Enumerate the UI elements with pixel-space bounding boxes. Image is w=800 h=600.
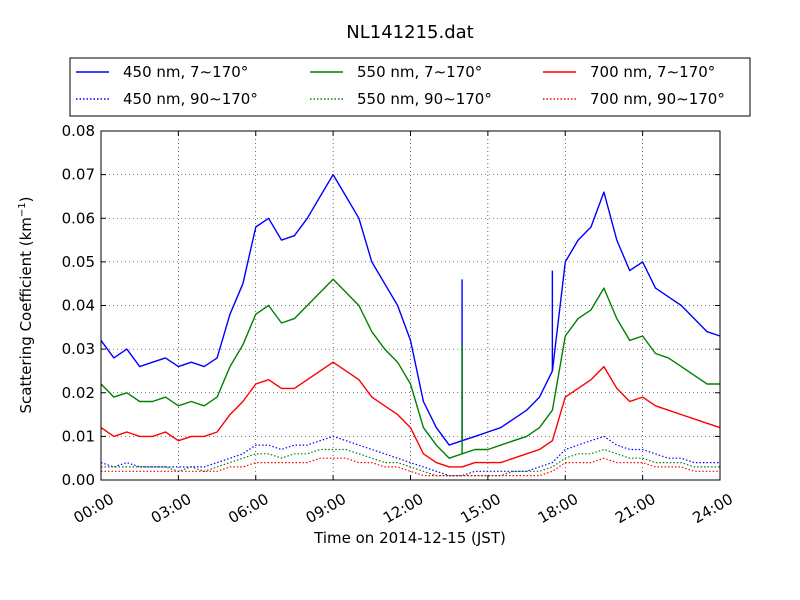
- legend-label: 700 nm, 90∼170°: [590, 90, 725, 108]
- series-line: [100, 435, 720, 477]
- y-axis-label: Scattering Coefficient (km−1): [17, 196, 35, 413]
- y-tick-label: 0.08: [62, 122, 95, 140]
- y-tick-label: 0.07: [62, 166, 95, 184]
- legend-box: [69, 57, 751, 117]
- x-tick-label: 06:00: [225, 490, 271, 527]
- y-tick-label: 0.05: [62, 253, 95, 271]
- legend-label: 450 nm, 7∼170°: [123, 63, 248, 81]
- series-line: [100, 278, 720, 459]
- x-axis-label: Time on 2014-12-15 (JST): [313, 529, 506, 547]
- x-tick-label: 00:00: [71, 490, 117, 527]
- legend-label: 550 nm, 90∼170°: [357, 90, 492, 108]
- legend: 450 nm, 7∼170° 550 nm, 7∼170° 700 nm, 7∼17…: [69, 57, 751, 117]
- series-line: [100, 361, 721, 468]
- y-tick-label: 0.03: [62, 340, 95, 358]
- y-axis-label-close: ): [17, 196, 35, 202]
- y-tick-label: 0.02: [62, 384, 95, 402]
- y-axis-label-exp: −1: [17, 202, 28, 217]
- y-tick-label: 0.04: [62, 297, 95, 315]
- y-axis-label-main: Scattering Coefficient (km: [17, 217, 35, 413]
- x-tick-label: 12:00: [380, 490, 426, 527]
- series-line: [100, 173, 721, 446]
- x-tick-label: 21:00: [612, 490, 658, 527]
- series-line: [101, 457, 720, 477]
- y-tick-label: 0.00: [62, 471, 95, 489]
- x-tick-label: 18:00: [535, 490, 581, 527]
- series-layer: [100, 173, 721, 477]
- x-tick-label: 24:00: [690, 490, 736, 527]
- x-tick-label: 15:00: [457, 490, 503, 527]
- series-line: [101, 448, 720, 477]
- x-tick-label: 03:00: [148, 490, 194, 527]
- y-tick-label: 0.06: [62, 209, 95, 227]
- plot-area: [101, 131, 720, 480]
- x-tick-label: 09:00: [303, 490, 349, 527]
- legend-label: 550 nm, 7∼170°: [357, 63, 482, 81]
- chart-title: NL141215.dat: [346, 22, 473, 43]
- y-tick-label: 0.01: [62, 427, 95, 445]
- legend-label: 450 nm, 90∼170°: [123, 90, 258, 108]
- legend-label: 700 nm, 7∼170°: [590, 63, 715, 81]
